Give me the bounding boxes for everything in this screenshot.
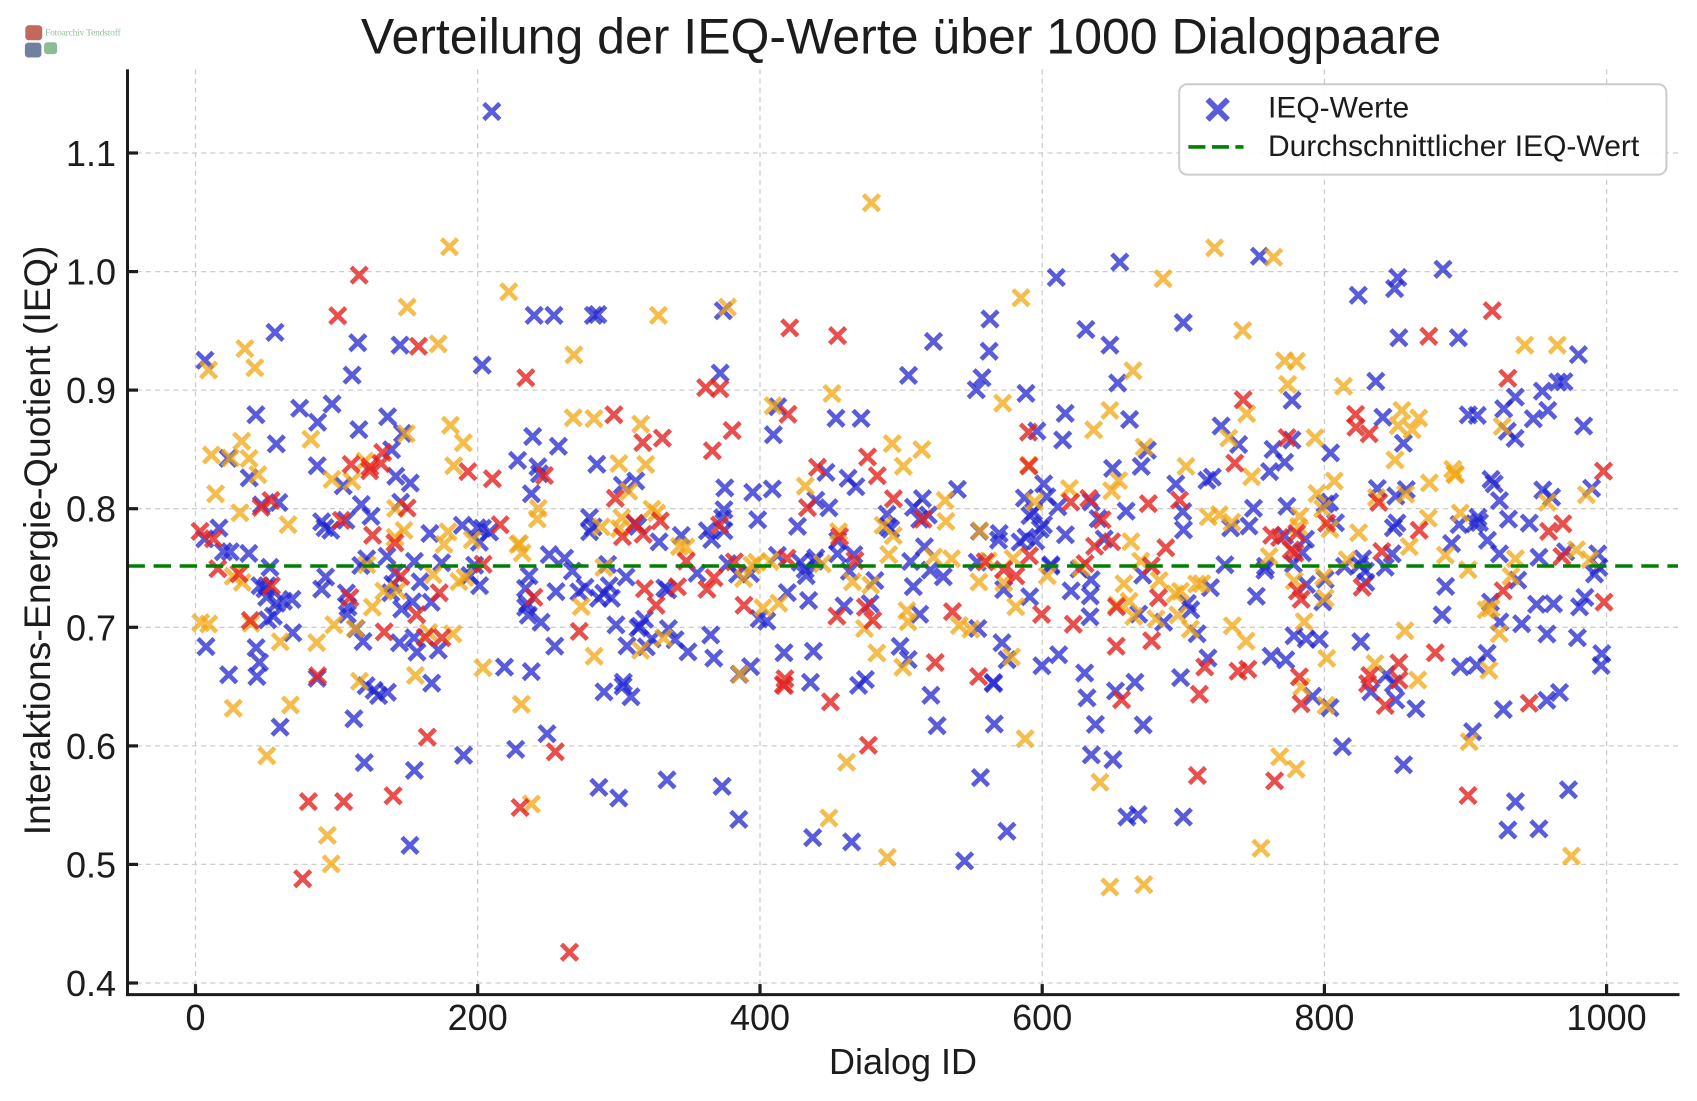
svg-text:Verteilung der IEQ-Werte über: Verteilung der IEQ-Werte über 1000 Dialo… <box>361 9 1441 65</box>
svg-text:1000: 1000 <box>1567 997 1647 1038</box>
svg-text:IEQ-Werte: IEQ-Werte <box>1268 92 1409 125</box>
svg-text:0.8: 0.8 <box>66 489 116 530</box>
svg-text:800: 800 <box>1294 997 1354 1038</box>
svg-text:0.6: 0.6 <box>66 726 116 767</box>
svg-text:200: 200 <box>448 997 508 1038</box>
svg-text:Durchschnittlicher IEQ-Wert: Durchschnittlicher IEQ-Wert <box>1268 130 1640 163</box>
svg-text:0.5: 0.5 <box>66 844 116 885</box>
svg-text:0.7: 0.7 <box>66 607 116 648</box>
svg-text:600: 600 <box>1012 997 1072 1038</box>
svg-text:Interaktions-Energie-Quotient: Interaktions-Energie-Quotient (IEQ) <box>16 246 58 836</box>
svg-text:0: 0 <box>185 997 205 1038</box>
svg-text:400: 400 <box>730 997 790 1038</box>
svg-text:Dialog ID: Dialog ID <box>829 1041 977 1082</box>
svg-text:Fotoarchiv Tendstoff: Fotoarchiv Tendstoff <box>45 28 121 39</box>
svg-text:1.0: 1.0 <box>66 252 116 293</box>
svg-text:1.1: 1.1 <box>66 133 116 174</box>
svg-text:0.9: 0.9 <box>66 370 116 411</box>
svg-text:0.4: 0.4 <box>66 963 116 1004</box>
